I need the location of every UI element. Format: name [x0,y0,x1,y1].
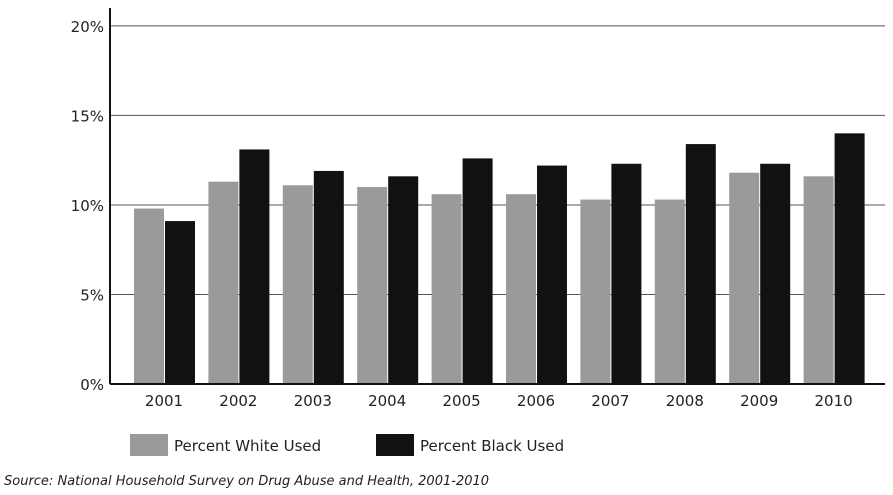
x-tick-label: 2006 [517,392,555,410]
bar-white [432,194,462,384]
legend-swatch-black [376,434,414,456]
bar-white [655,200,685,384]
x-tick-label: 2001 [145,392,183,410]
x-tick-label: 2009 [740,392,778,410]
legend-label-white: Percent White Used [174,437,321,455]
legend: Percent White Used Percent Black Used [130,434,564,456]
x-tick-label: 2002 [219,392,257,410]
bar-white [804,176,834,384]
bar-black [314,171,344,384]
bars [134,133,865,384]
x-tick-label: 2005 [443,392,481,410]
y-tick-label: 10% [71,197,104,215]
bar-black [611,164,641,384]
x-tick-label: 2004 [368,392,406,410]
bar-black [388,176,418,384]
bar-black [835,133,865,384]
bar-white [506,194,536,384]
y-tick-label: 15% [71,107,104,125]
bar-white [283,185,313,384]
legend-label-black: Percent Black Used [420,437,564,455]
x-tick-label: 2007 [591,392,629,410]
bar-black [760,164,790,384]
x-tick-label: 2003 [294,392,332,410]
bar-white [208,182,238,384]
bar-white [580,200,610,384]
y-tick-label: 5% [80,286,104,304]
y-tick-label: 20% [71,18,104,36]
x-tick-label: 2010 [815,392,853,410]
x-tick-labels: 2001 2002 2003 2004 2005 2006 2007 2008 2009 2010 [145,392,853,410]
source-note: Source: National Household Survey on Dru… [4,474,489,489]
legend-swatch-white [130,434,168,456]
x-tick-label: 2008 [666,392,704,410]
bar-black [239,149,269,384]
bar-white [729,173,759,384]
y-tick-label: 0% [80,376,104,394]
bar-black [686,144,716,384]
bar-white [134,209,164,384]
bar-black [463,158,493,384]
bar-black [165,221,195,384]
bar-white [357,187,387,384]
bar-black [537,166,567,384]
y-tick-labels: 0% 5% 10% 15% 20% [71,18,104,394]
